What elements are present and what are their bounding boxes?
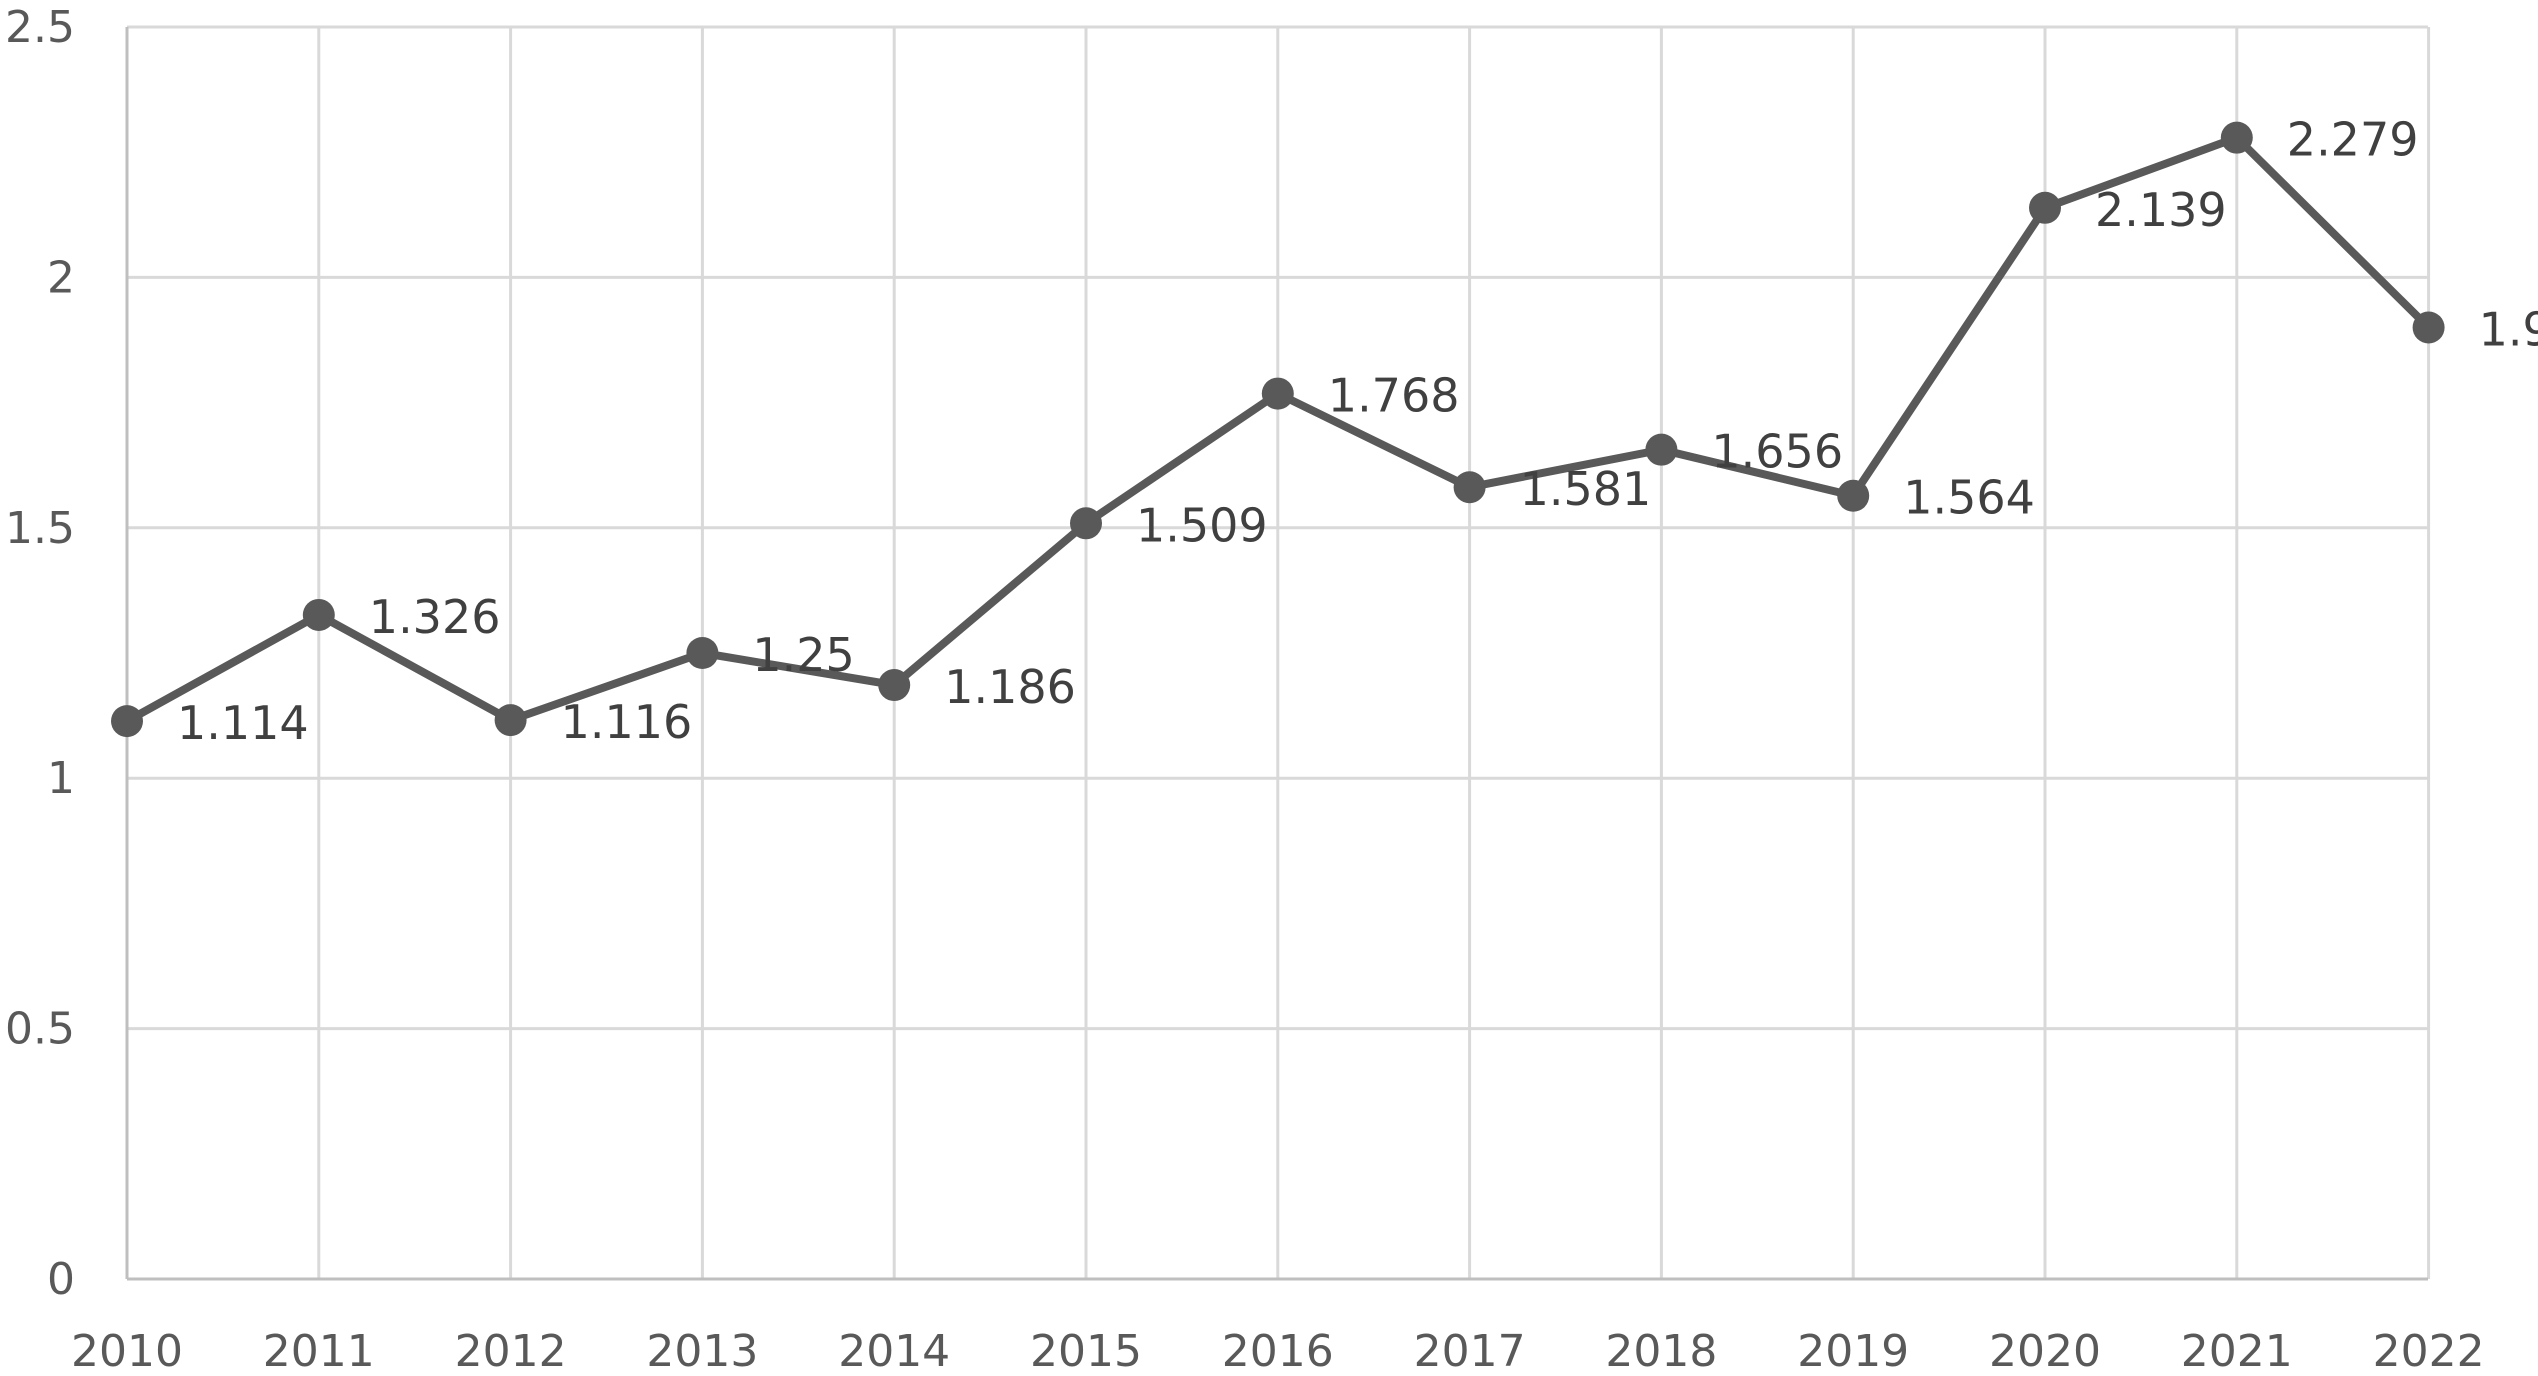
data-labels: 1.114 1.326 1.116 1.25 1.186 1.509 1.768 1.581 1… <box>177 113 2538 750</box>
gridlines <box>127 25 2431 1279</box>
data-label: 1.768 <box>1328 369 1460 423</box>
x-tick-label: 2017 <box>1414 1326 1526 1376</box>
x-tick-label: 2015 <box>1030 1326 1142 1376</box>
data-label: 1.114 <box>177 696 309 750</box>
y-tick-label: 1 <box>47 753 75 804</box>
y-tick-label: 0.5 <box>5 1004 75 1055</box>
x-tick-label: 2012 <box>455 1326 567 1376</box>
data-point <box>2220 121 2253 154</box>
data-point <box>1453 471 1486 504</box>
y-tick-label: 2 <box>47 252 75 303</box>
x-tick-label: 2022 <box>2373 1326 2485 1376</box>
data-point <box>494 704 527 737</box>
x-tick-label: 2013 <box>646 1326 758 1376</box>
data-label: 1.9 <box>2479 302 2538 356</box>
y-tick-label: 1.5 <box>5 503 75 554</box>
data-point <box>1261 377 1294 410</box>
x-tick-label: 2011 <box>263 1326 375 1376</box>
data-label: 2.279 <box>2287 113 2419 167</box>
y-axis-tick-labels: 0 0.5 1 1.5 2 2.5 <box>5 2 75 1305</box>
data-point <box>2412 311 2445 344</box>
data-point <box>1645 433 1678 466</box>
data-label: 1.326 <box>369 590 501 644</box>
data-label: 1.656 <box>1711 425 1843 479</box>
axes <box>125 27 2428 1281</box>
data-label: 2.139 <box>2095 183 2227 237</box>
data-label: 1.581 <box>1520 462 1652 516</box>
x-tick-label: 2020 <box>1989 1326 2101 1376</box>
series <box>111 121 2445 738</box>
x-tick-label: 2016 <box>1222 1326 1334 1376</box>
y-tick-label: 0 <box>47 1254 75 1305</box>
data-point <box>111 705 143 738</box>
x-axis-tick-labels: 2010 2011 2012 2013 2014 2015 2016 2017 2018 2019… <box>71 1326 2485 1376</box>
data-label: 1.25 <box>752 628 854 682</box>
x-tick-label: 2014 <box>838 1326 950 1376</box>
x-tick-label: 2018 <box>1605 1326 1717 1376</box>
x-tick-label: 2019 <box>1797 1326 1909 1376</box>
data-label: 1.186 <box>944 660 1076 714</box>
data-point <box>2029 191 2061 224</box>
x-tick-label: 2021 <box>2181 1326 2293 1376</box>
y-tick-label: 2.5 <box>5 2 75 53</box>
data-label: 1.116 <box>561 695 693 749</box>
data-label: 1.564 <box>1903 471 2035 525</box>
data-point <box>686 637 719 669</box>
data-label: 1.509 <box>1136 498 1268 552</box>
data-point <box>878 669 911 702</box>
x-tick-label: 2010 <box>71 1326 183 1376</box>
data-point <box>302 598 335 631</box>
data-point <box>1070 507 1102 540</box>
data-point <box>1837 479 1870 512</box>
